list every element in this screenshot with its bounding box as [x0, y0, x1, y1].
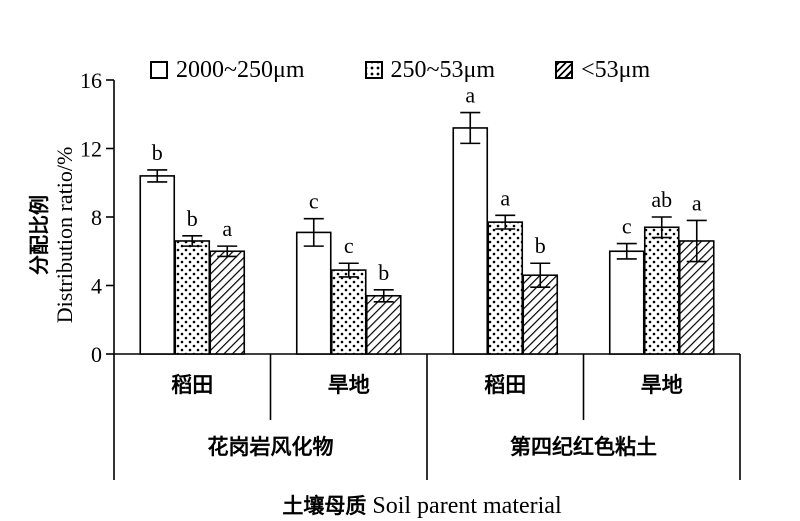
significance-letter: a — [500, 185, 510, 210]
bar — [678, 240, 715, 355]
x-land-use-label: 旱地 — [641, 373, 683, 397]
x-parent-material-label: 第四纪红色粘土 — [510, 435, 657, 459]
significance-letter: c — [622, 214, 632, 239]
bars-layer — [139, 111, 715, 355]
legend-label-fine: <53μm — [581, 56, 651, 83]
bar — [365, 294, 402, 355]
legend-label-coarse: 2000~250μm — [176, 56, 305, 83]
significance-letter: b — [152, 140, 163, 165]
bar — [452, 127, 489, 355]
x-axis-title-zh: 土壤母质 — [282, 494, 367, 518]
x-axis-title: 土壤母质 Soil parent material — [282, 490, 561, 520]
y-axis-label: 分配比例 Distribution ratio/% — [26, 147, 78, 324]
significance-letter: a — [692, 190, 702, 215]
bar — [608, 250, 645, 355]
legend-item-coarse: 2000~250μm — [150, 57, 305, 84]
bar — [295, 231, 332, 355]
x-land-use-label: 旱地 — [328, 373, 370, 397]
bar — [174, 240, 211, 355]
x-parent-material-label: 花岗岩风化物 — [208, 435, 334, 459]
x-axis-title-en: Soil parent material — [372, 493, 562, 519]
significance-letter: a — [465, 83, 475, 108]
legend-swatch-dots — [364, 61, 383, 79]
y-tick-label: 4 — [91, 274, 102, 299]
bar — [487, 221, 524, 355]
y-axis-label-en: Distribution ratio/% — [52, 146, 77, 324]
bar — [209, 250, 246, 355]
y-tick-label: 8 — [91, 205, 102, 230]
significance-letter: a — [222, 216, 232, 241]
legend-item-medium: 250~53μm — [364, 56, 496, 84]
y-tick-label: 12 — [80, 137, 102, 162]
y-tick-label: 16 — [80, 68, 102, 93]
legend-label-medium: 250~53μm — [390, 56, 496, 83]
significance-letter: ab — [651, 187, 672, 212]
y-tick-label: 0 — [91, 342, 102, 367]
legend-swatch-hatch — [555, 61, 574, 79]
x-land-use-label: 稻田 — [484, 373, 526, 397]
significance-letter: c — [309, 189, 319, 214]
bar — [643, 226, 680, 355]
bar — [330, 269, 367, 355]
legend-swatch-open — [150, 61, 168, 79]
bar — [139, 175, 176, 355]
y-axis-label-zh: 分配比例 — [27, 195, 51, 275]
x-land-use-label: 稻田 — [171, 373, 213, 397]
significance-letter: b — [535, 233, 546, 258]
significance-letter: b — [187, 206, 198, 231]
legend-item-fine: <53μm — [555, 57, 650, 84]
significance-letter: b — [378, 260, 389, 285]
legend: 2000~250μm 250~53μm <53μm — [150, 55, 770, 85]
significance-letter: c — [344, 233, 354, 258]
